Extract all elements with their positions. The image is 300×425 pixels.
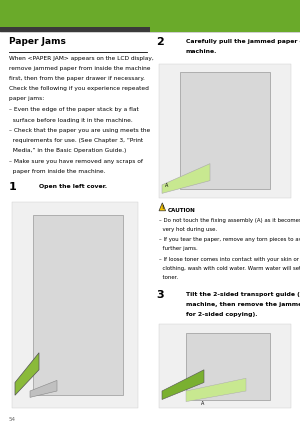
Polygon shape <box>30 380 57 397</box>
Text: machine.: machine. <box>186 49 218 54</box>
Text: surface before loading it in the machine.: surface before loading it in the machine… <box>9 118 133 122</box>
Text: Open the left cover.: Open the left cover. <box>39 184 107 189</box>
Text: – Even the edge of the paper stack by a flat: – Even the edge of the paper stack by a … <box>9 108 139 113</box>
Polygon shape <box>15 353 39 395</box>
Text: very hot during use.: very hot during use. <box>159 227 217 232</box>
Polygon shape <box>159 203 166 211</box>
Text: A: A <box>165 183 168 188</box>
Bar <box>159 324 291 408</box>
Text: Media,” in the Basic Operation Guide.): Media,” in the Basic Operation Guide.) <box>9 148 126 153</box>
Text: !: ! <box>161 204 164 210</box>
Text: paper from inside the machine.: paper from inside the machine. <box>9 169 106 174</box>
Polygon shape <box>162 164 210 193</box>
Text: – Do not touch the fixing assembly (A) as it becomes: – Do not touch the fixing assembly (A) a… <box>159 218 300 223</box>
Bar <box>186 333 270 400</box>
Text: Check the following if you experience repeated: Check the following if you experience re… <box>9 86 149 91</box>
Text: further jams.: further jams. <box>159 246 198 252</box>
Bar <box>180 72 270 189</box>
Text: When <PAPER JAM> appears on the LCD display,: When <PAPER JAM> appears on the LCD disp… <box>9 56 154 61</box>
Text: first, then from the paper drawer if necessary.: first, then from the paper drawer if nec… <box>9 76 145 81</box>
Text: 1: 1 <box>9 182 17 192</box>
Text: requirements for use. (See Chapter 3, “Print: requirements for use. (See Chapter 3, “P… <box>9 139 143 143</box>
Text: clothing, wash with cold water. Warm water will set the: clothing, wash with cold water. Warm wat… <box>159 266 300 271</box>
Text: Tilt the 2-sided transport guide (A) toward the: Tilt the 2-sided transport guide (A) tow… <box>186 292 300 297</box>
Polygon shape <box>162 370 204 400</box>
Polygon shape <box>186 378 246 402</box>
Bar <box>0 27 150 32</box>
Bar <box>33 215 123 395</box>
Text: – If you tear the paper, remove any torn pieces to avoid: – If you tear the paper, remove any torn… <box>159 237 300 242</box>
Text: – Make sure you have removed any scraps of: – Make sure you have removed any scraps … <box>9 159 143 164</box>
Bar <box>0 0 300 32</box>
Bar <box>159 64 291 198</box>
Text: for 2-sided copying).: for 2-sided copying). <box>186 312 258 317</box>
Text: Paper Jams: Paper Jams <box>9 37 66 46</box>
Text: – If loose toner comes into contact with your skin or: – If loose toner comes into contact with… <box>159 257 299 262</box>
Text: paper jams:: paper jams: <box>9 96 44 101</box>
Text: Carefully pull the jammed paper out of the: Carefully pull the jammed paper out of t… <box>186 39 300 44</box>
Text: 2: 2 <box>156 37 164 47</box>
Text: remove jammed paper from inside the machine: remove jammed paper from inside the mach… <box>9 66 151 71</box>
Text: 54: 54 <box>9 416 16 422</box>
Text: machine, then remove the jammed paper (Only: machine, then remove the jammed paper (O… <box>186 302 300 307</box>
Bar <box>12 202 138 408</box>
Text: A: A <box>201 401 204 406</box>
Text: toner.: toner. <box>159 275 178 280</box>
Text: CAUTION: CAUTION <box>168 208 196 213</box>
Text: 3: 3 <box>156 290 164 300</box>
Text: – Check that the paper you are using meets the: – Check that the paper you are using mee… <box>9 128 150 133</box>
